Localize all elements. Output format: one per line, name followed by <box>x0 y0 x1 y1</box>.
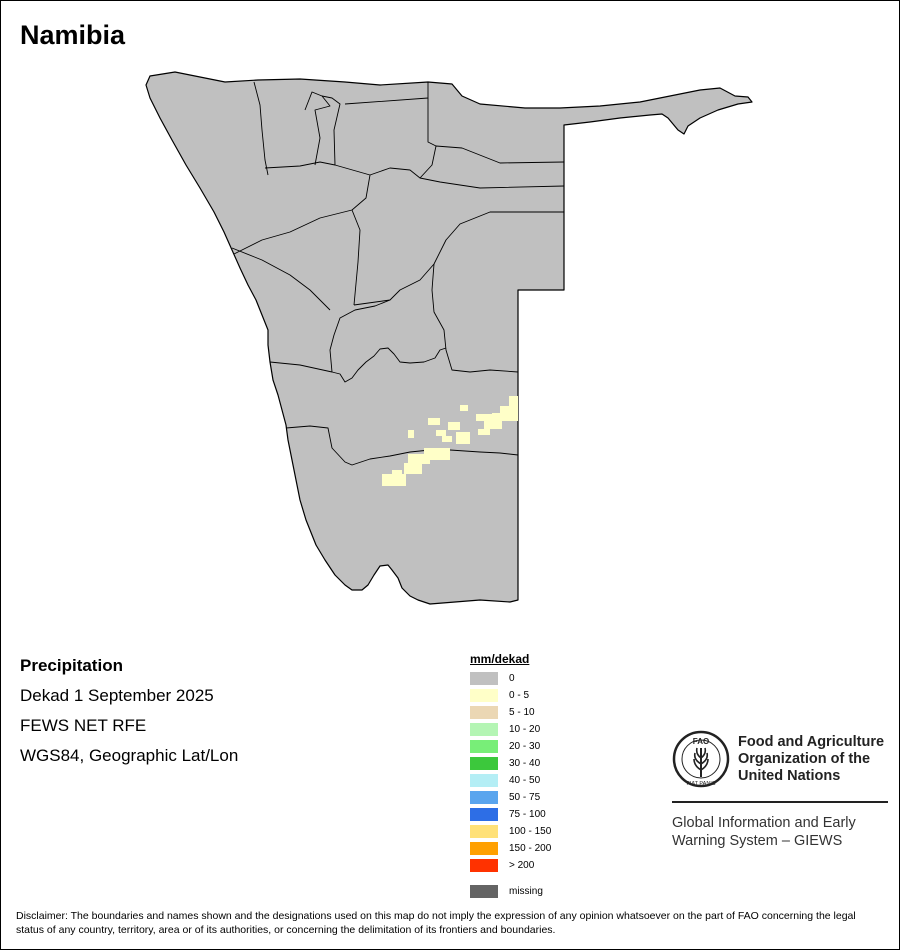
map-title: Namibia <box>20 20 126 50</box>
legend-swatch <box>470 723 498 736</box>
legend-swatch <box>470 689 498 702</box>
legend-swatch <box>470 842 498 855</box>
fao-emblem-icon: FAO FIAT PANIS <box>672 730 730 788</box>
info-period: Dekad 1 September 2025 <box>20 686 214 705</box>
legend-item: 0 - 5 <box>470 687 551 704</box>
rainfall-0-5mm <box>382 396 518 486</box>
legend-label: 0 <box>509 673 515 684</box>
legend-label: 5 - 10 <box>509 707 535 718</box>
info-projection: WGS84, Geographic Lat/Lon <box>20 746 239 765</box>
legend-swatch <box>470 774 498 787</box>
map-canvas <box>145 71 753 605</box>
legend-label: 30 - 40 <box>509 758 541 769</box>
legend: mm/dekad 0 0 - 5 5 - 10 10 - 20 20 - 30 30 - … <box>470 652 551 900</box>
legend-swatch <box>470 740 498 753</box>
legend-item-missing: missing <box>470 883 551 900</box>
legend-item: 30 - 40 <box>470 755 551 772</box>
legend-label: 150 - 200 <box>509 843 552 854</box>
emblem-motto: FIAT PANIS <box>686 781 715 787</box>
legend-item: 100 - 150 <box>470 823 551 840</box>
legend-label: 50 - 75 <box>509 792 541 803</box>
legend-label-missing: missing <box>509 886 543 897</box>
legend-swatch <box>470 791 498 804</box>
namibia-outline <box>145 71 753 605</box>
legend-item: 150 - 200 <box>470 840 551 857</box>
legend-item: 40 - 50 <box>470 772 551 789</box>
legend-label: 75 - 100 <box>509 809 546 820</box>
legend-swatch <box>470 672 498 685</box>
info-source: FEWS NET RFE <box>20 716 147 735</box>
legend-item: 10 - 20 <box>470 721 551 738</box>
legend-label: 0 - 5 <box>509 690 530 701</box>
legend-item: > 200 <box>470 857 551 874</box>
emblem-text: FAO <box>693 737 709 746</box>
legend-label: > 200 <box>509 860 535 871</box>
info-heading: Precipitation <box>20 656 123 675</box>
legend-label: 100 - 150 <box>509 826 552 837</box>
legend-items: 0 0 - 5 5 - 10 10 - 20 20 - 30 30 - 40 40 - 50… <box>470 670 551 874</box>
legend-item: 5 - 10 <box>470 704 551 721</box>
legend-title: mm/dekad <box>470 652 530 666</box>
legend-item: 50 - 75 <box>470 789 551 806</box>
legend-item: 0 <box>470 670 551 687</box>
giews-system-name: Global Information and Early Warning Sys… <box>672 815 856 849</box>
legend-swatch <box>470 706 498 719</box>
legend-swatch <box>470 808 498 821</box>
legend-swatch <box>470 757 498 770</box>
legend-swatch <box>470 859 498 872</box>
logo-divider <box>672 801 888 803</box>
disclaimer-text: Disclaimer: The boundaries and names sho… <box>16 910 856 936</box>
legend-swatch-missing <box>470 885 498 898</box>
region-boundaries <box>231 81 565 466</box>
legend-item: 20 - 30 <box>470 738 551 755</box>
map-info-block: Precipitation Dekad 1 September 2025 FEW… <box>20 656 238 776</box>
legend-swatch <box>470 825 498 838</box>
legend-item: 75 - 100 <box>470 806 551 823</box>
legend-label: 40 - 50 <box>509 775 541 786</box>
legend-label: 20 - 30 <box>509 741 541 752</box>
fao-org-name: Food and Agriculture Organization of the… <box>738 734 885 784</box>
legend-label: 10 - 20 <box>509 724 541 735</box>
